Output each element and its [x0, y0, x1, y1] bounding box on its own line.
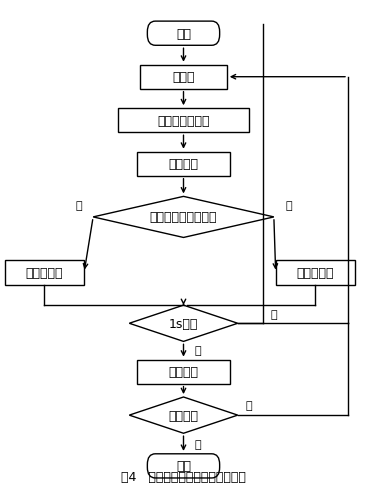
Text: 否: 否: [270, 309, 277, 319]
FancyBboxPatch shape: [148, 454, 219, 478]
Text: 否: 否: [245, 401, 252, 410]
Bar: [276, 261, 355, 285]
Text: 1s延时: 1s延时: [169, 317, 198, 330]
Polygon shape: [93, 197, 274, 238]
Text: 否: 否: [75, 201, 82, 210]
Polygon shape: [129, 305, 238, 342]
Text: 采集温度: 采集温度: [168, 158, 199, 171]
Text: 是: 是: [285, 201, 292, 210]
Text: 压缩机降温: 压缩机降温: [26, 266, 63, 280]
Text: 是: 是: [195, 439, 201, 448]
Text: 图4   温度的采集和控制模块流程图: 图4 温度的采集和控制模块流程图: [121, 470, 246, 483]
Text: 停止操作: 停止操作: [168, 409, 199, 422]
Polygon shape: [129, 397, 238, 433]
Text: 当前温度＜设定温度: 当前温度＜设定温度: [150, 211, 217, 224]
Text: 显示温度: 显示温度: [168, 366, 199, 378]
Text: 初始化: 初始化: [172, 71, 195, 84]
Bar: [119, 109, 248, 133]
Bar: [4, 261, 84, 285]
Text: 结束: 结束: [176, 459, 191, 472]
Text: 电热丝加热: 电热丝加热: [297, 266, 334, 280]
Text: 是: 是: [195, 346, 201, 356]
Text: 由键盘输入参数: 由键盘输入参数: [157, 115, 210, 127]
Text: 开始: 开始: [176, 28, 191, 41]
FancyBboxPatch shape: [148, 22, 219, 46]
Bar: [137, 360, 230, 384]
Bar: [140, 65, 227, 90]
Bar: [137, 152, 230, 177]
